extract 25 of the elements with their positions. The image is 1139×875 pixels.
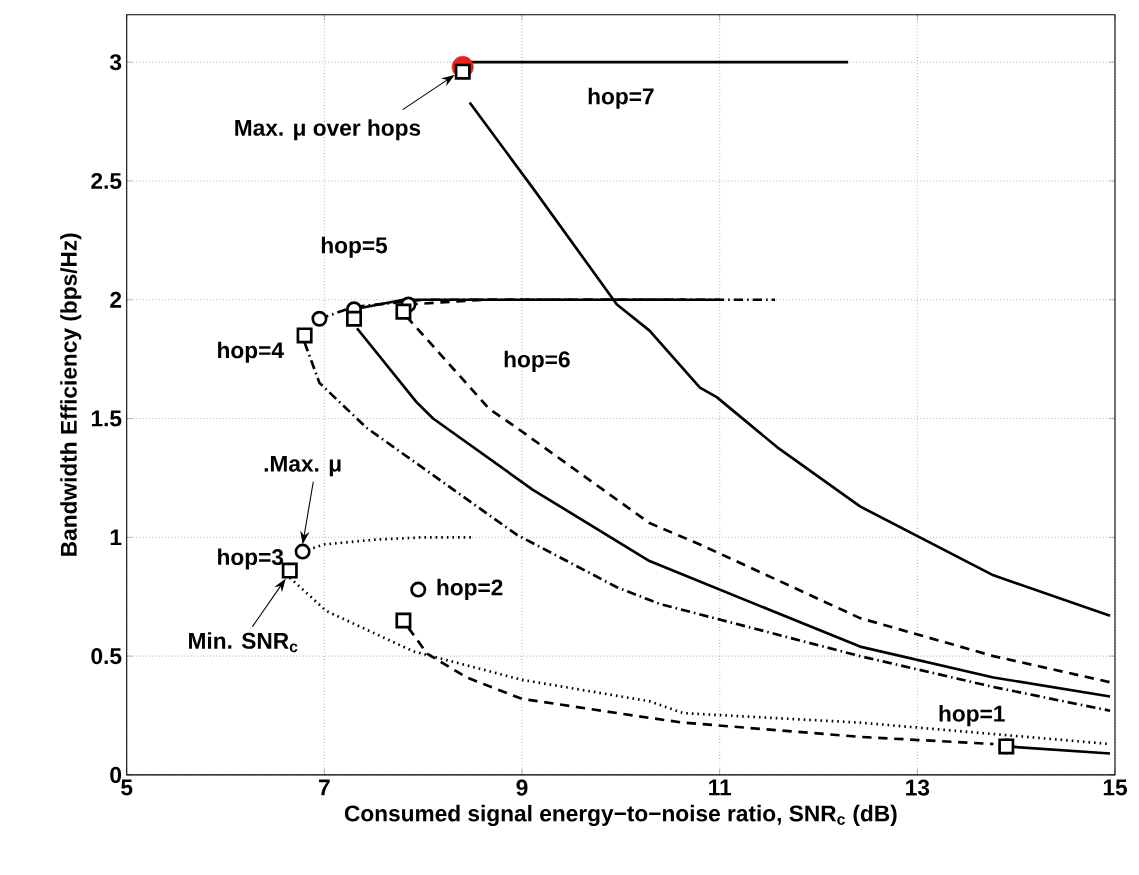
x-tick-label: 11 bbox=[709, 779, 732, 796]
annotation: .Max. μ bbox=[264, 455, 341, 477]
annotation: hop=4 bbox=[218, 341, 284, 363]
y-axis-title: Bandwidth Efficiency (bps/Hz) bbox=[60, 233, 82, 556]
x-tick-label: 5 bbox=[121, 779, 133, 796]
x-tick-label: 7 bbox=[319, 779, 330, 796]
annotation: hop=7 bbox=[588, 87, 654, 109]
y-tick-label: 2 bbox=[110, 291, 122, 308]
annotation: hop=5 bbox=[321, 236, 388, 258]
y-tick-label: 1 bbox=[110, 529, 122, 546]
y-tick-label: 1.5 bbox=[91, 410, 122, 427]
x-tick-label: 9 bbox=[516, 779, 528, 796]
x-tick-label: 13 bbox=[906, 779, 930, 796]
annotation: hop=3 bbox=[218, 548, 284, 570]
y-tick-label: 0.5 bbox=[91, 648, 122, 665]
x-tick-label: 15 bbox=[1103, 779, 1127, 796]
annotation: hop=1 bbox=[939, 705, 1005, 727]
annotation: Min. SNR$_{c}$ bbox=[189, 632, 298, 653]
y-tick-label: 3 bbox=[109, 54, 122, 71]
y-tick-label: 2.5 bbox=[91, 172, 122, 190]
y-tick-label: 0 bbox=[110, 766, 122, 783]
annotation: Max. μ over hops bbox=[235, 119, 421, 141]
x-axis-title: Consumed signal energy−to−noise ratio, SNR$_{c}$ (dB) bbox=[344, 804, 897, 827]
annotation: hop=6 bbox=[504, 350, 570, 372]
annotation: hop=2 bbox=[437, 578, 503, 600]
